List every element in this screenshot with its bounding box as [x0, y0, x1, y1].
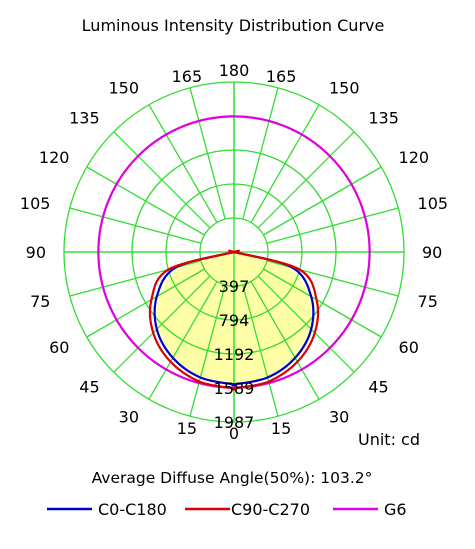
radial-tick-labels: 397 794 1192 1589 1987	[214, 277, 255, 432]
angle-label-right: 120	[399, 148, 430, 167]
grid-spoke	[86, 166, 205, 236]
angle-label-left: 105	[20, 194, 51, 213]
legend-label: C0-C180	[98, 500, 167, 519]
grid-spoke	[263, 166, 382, 236]
angle-label-right: 135	[368, 109, 399, 128]
angle-label-right: 150	[329, 78, 360, 97]
angle-label-right: 90	[422, 243, 442, 262]
radial-tick-label: 1987	[214, 413, 255, 432]
grid-spoke	[69, 207, 202, 244]
legend: C0-C180 C90-C270 G6	[47, 500, 407, 519]
angle-label-right: 45	[368, 377, 388, 396]
average-angle-text: Average Diffuse Angle(50%): 103.2°	[92, 469, 373, 487]
angle-label-left: 120	[39, 148, 70, 167]
angle-label-right: 30	[329, 408, 349, 427]
angle-label-right: 165	[266, 67, 297, 86]
radial-tick-label: 397	[219, 277, 250, 296]
angle-label-left: 30	[119, 408, 139, 427]
intensity-curves	[97, 115, 371, 391]
angle-label-top: 180	[219, 61, 250, 80]
angle-label-left: 90	[26, 243, 46, 262]
angle-label-left: 75	[30, 292, 50, 311]
radial-tick-label: 1589	[214, 379, 255, 398]
angle-label-left: 60	[49, 338, 69, 357]
grid-spoke	[257, 275, 355, 373]
grid-spoke	[266, 207, 399, 244]
unit-label: Unit: cd	[358, 430, 420, 449]
angle-label-right: 105	[418, 194, 449, 213]
chart-title: Luminous Intensity Distribution Curve	[82, 16, 385, 35]
radial-tick-label: 1192	[214, 345, 255, 364]
grid-spoke	[113, 131, 211, 229]
grid-spoke	[189, 284, 226, 417]
grid-spoke	[242, 284, 279, 417]
grid-spoke	[242, 87, 279, 220]
angle-label-left: 135	[69, 109, 100, 128]
angle-label-left: 150	[108, 78, 139, 97]
grid-spoke	[113, 275, 211, 373]
grid-spoke	[250, 281, 320, 400]
angle-label-right: 75	[418, 292, 438, 311]
angle-label-bottom: 0	[229, 424, 239, 443]
grid-spoke	[148, 281, 218, 400]
angle-label-right: 15	[271, 419, 291, 438]
radial-tick-label: 794	[219, 311, 250, 330]
angle-label-left: 165	[172, 67, 203, 86]
grid-spoke	[189, 87, 226, 220]
angle-labels: 180 0 165 150 135 120 105 90 75 60 45 30 15 165 150 135…	[20, 61, 448, 443]
legend-label: G6	[384, 500, 407, 519]
series-curve-c90-c270	[148, 249, 320, 391]
grid-spoke	[250, 104, 320, 223]
angle-label-left: 45	[79, 377, 99, 396]
grid-spoke	[257, 131, 355, 229]
grid-spoke	[148, 104, 218, 223]
legend-label: C90-C270	[231, 500, 310, 519]
grid-spoke	[86, 268, 205, 338]
angle-label-right: 60	[399, 338, 419, 357]
angle-label-left: 15	[177, 419, 197, 438]
grid-spoke	[263, 268, 382, 338]
